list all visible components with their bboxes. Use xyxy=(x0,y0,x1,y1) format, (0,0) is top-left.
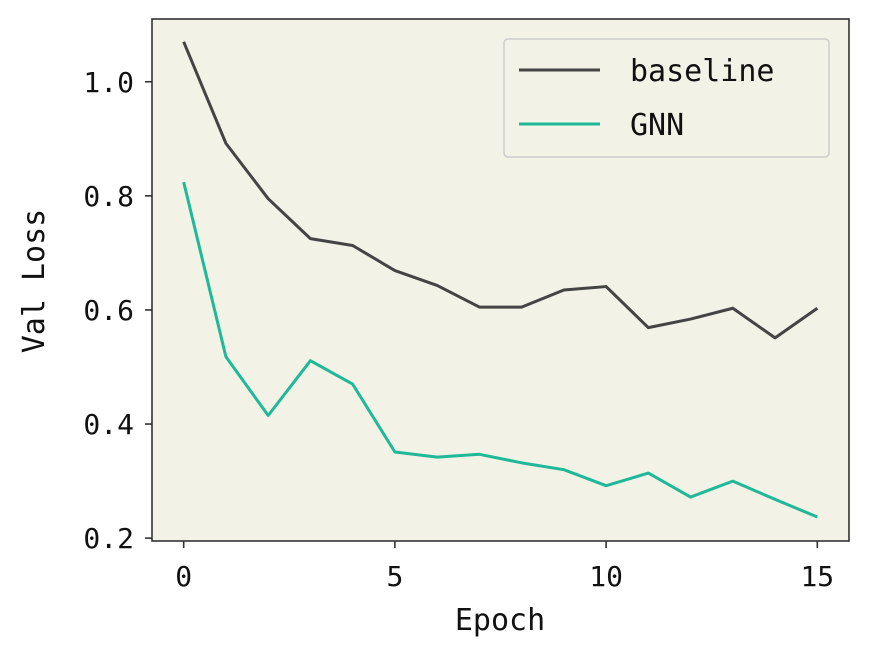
legend: baseline GNN xyxy=(503,38,830,158)
x-axis-label: Epoch xyxy=(455,603,545,638)
y-axis-label: Val Loss xyxy=(17,209,52,354)
x-tick-label: 10 xyxy=(589,560,623,593)
y-tick-label: 1.0 xyxy=(83,66,134,99)
series-line-baseline xyxy=(182,41,819,340)
y-axis-ticks: 0.2 0.4 0.6 0.8 1.0 xyxy=(83,66,152,555)
y-tick-label: 0.2 xyxy=(83,522,134,555)
y-tick-label: 0.4 xyxy=(83,408,134,441)
y-tick-label: 0.6 xyxy=(83,294,134,327)
legend-label-gnn: GNN xyxy=(630,108,684,143)
x-tick-label: 15 xyxy=(800,560,834,593)
y-tick-label: 0.8 xyxy=(83,180,134,213)
x-tick-label: 5 xyxy=(386,560,403,593)
plot-area-frame xyxy=(151,18,850,542)
legend-label-baseline: baseline xyxy=(630,54,775,89)
series-layer xyxy=(182,41,819,519)
x-tick-label: 0 xyxy=(175,560,192,593)
series-line-gnn xyxy=(182,181,818,519)
x-axis-ticks: 0 5 10 15 xyxy=(175,541,834,593)
